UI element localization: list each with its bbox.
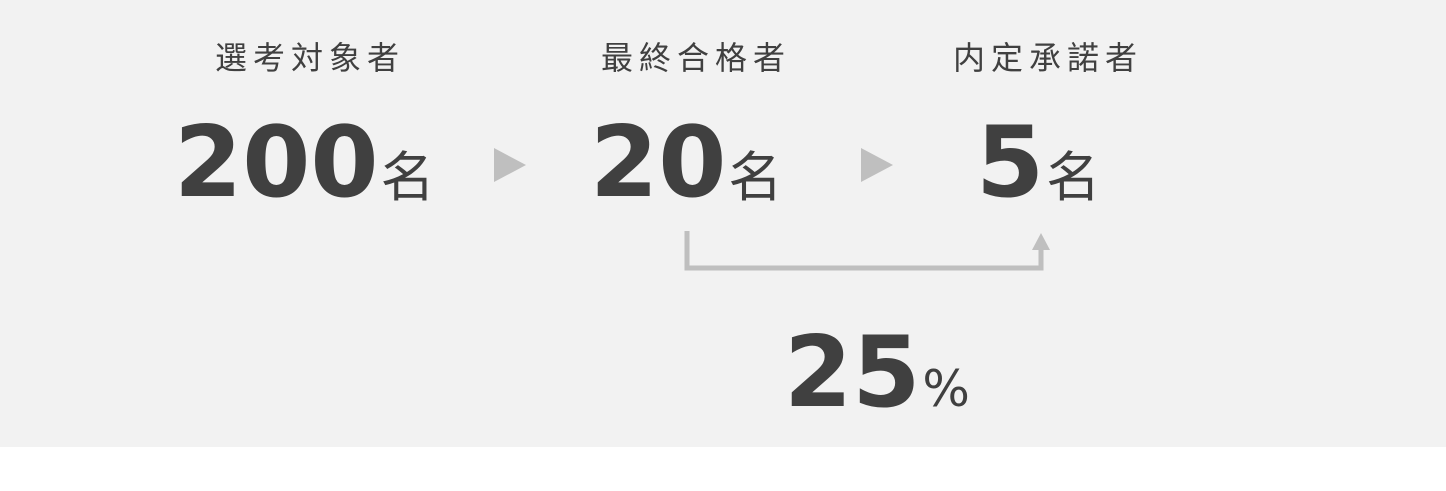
stage-label-candidates: 選考対象者: [214, 39, 405, 77]
funnel-panel: 選考対象者 200名 最終合格者 20名 内定承諾者 5名 25%: [0, 0, 1446, 447]
stage-label-offer-accepted: 内定承諾者: [952, 39, 1143, 77]
stage-value-candidates: 200名: [174, 108, 435, 218]
stage-number: 5: [976, 106, 1045, 220]
rate-connector: [684, 231, 1050, 271]
stage-number: 200: [174, 106, 379, 220]
connector-arrowhead-icon: [1032, 233, 1050, 250]
rate-unit: %: [922, 360, 970, 418]
stage-number: 20: [590, 106, 727, 220]
connector-line: [684, 231, 1044, 271]
stage-value-final-passers: 20名: [590, 108, 782, 218]
rate-number: 25: [784, 316, 921, 430]
flow-arrow-icon: [494, 148, 526, 182]
stage-value-offer-accepted: 5名: [976, 108, 1100, 218]
acceptance-rate: 25%: [784, 318, 970, 428]
stage-unit: 名: [380, 146, 435, 209]
stage-unit: 名: [728, 146, 783, 209]
stage-unit: 名: [1046, 146, 1101, 209]
stage-label-final-passers: 最終合格者: [600, 39, 791, 77]
flow-arrow-icon: [861, 148, 893, 182]
